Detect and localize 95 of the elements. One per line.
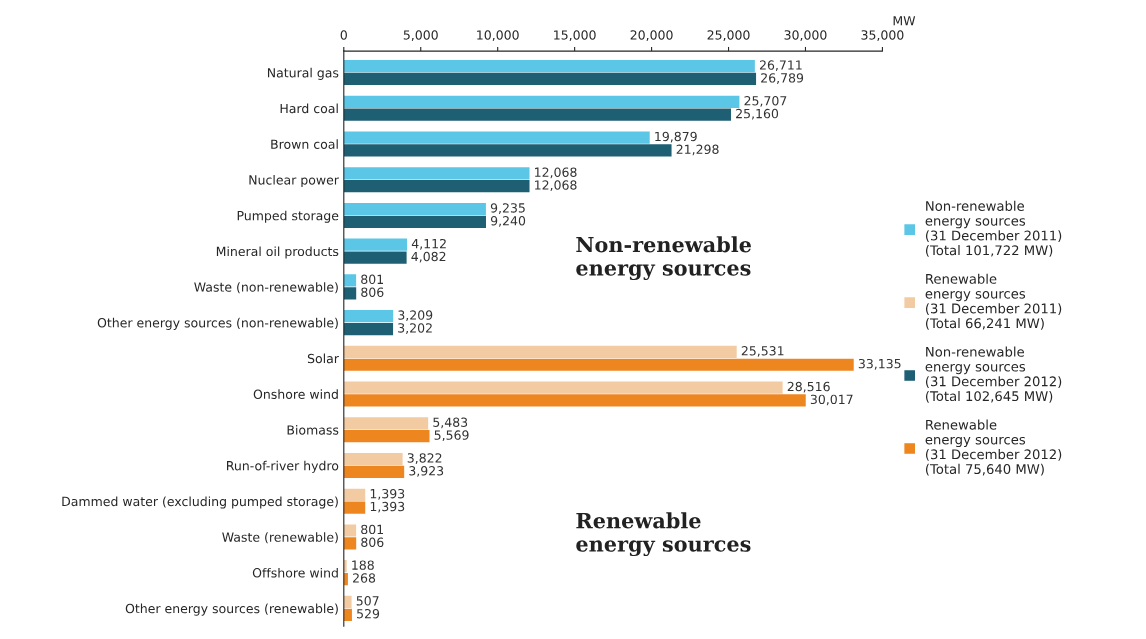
bar (343, 524, 357, 537)
data-label: 801 (361, 524, 383, 535)
data-label: 33,135 (858, 358, 901, 370)
bar (343, 488, 366, 501)
data-label: 5,569 (434, 430, 469, 442)
y-tick-label: Other energy sources (renewable) (125, 603, 338, 616)
y-tick-label: Onshore wind (253, 389, 338, 399)
data-label: 3,202 (398, 323, 432, 334)
data-label: 3,923 (409, 466, 444, 477)
legend-label: Non-renewable energy sources (31 December 2012) (Total 102,645 MW) (925, 346, 1062, 403)
bar (343, 202, 486, 216)
data-label: 3,209 (398, 310, 433, 322)
bar (343, 310, 394, 323)
bar (343, 251, 407, 264)
bar (343, 537, 357, 550)
legend-label: Renewable energy sources (31 December 2011) (Total 66,241 MW) (925, 273, 1062, 330)
y-tick-label: Pumped storage (237, 210, 339, 223)
bar (343, 215, 486, 228)
bar (343, 560, 347, 573)
bar (343, 345, 737, 358)
x-tick-label: 10,000 (477, 30, 519, 41)
data-label: 507 (356, 596, 379, 606)
bar (343, 108, 731, 121)
y-tick-label: Waste (renewable) (222, 532, 338, 544)
data-label: 801 (361, 274, 383, 285)
data-label: 21,298 (676, 144, 719, 156)
data-label: 12,068 (535, 180, 577, 192)
bar (343, 417, 429, 430)
legend-label: Renewable energy sources (31 December 2012) (Total 75,640 MW) (925, 419, 1062, 476)
bar (343, 572, 348, 586)
bar (343, 322, 394, 336)
x-tick-label: 5,000 (403, 30, 438, 41)
bar (343, 358, 854, 371)
data-label: 26,789 (761, 73, 804, 84)
bar (343, 180, 530, 193)
x-tick-label: 20,000 (630, 30, 673, 41)
data-label: 1,393 (370, 501, 405, 513)
data-label: 25,160 (736, 108, 779, 120)
bar (343, 452, 403, 466)
data-label: 26,711 (759, 60, 802, 72)
y-tick-label: Solar (307, 353, 339, 364)
bar (343, 430, 430, 443)
y-tick-label: Run-of-river hydro (227, 460, 339, 473)
data-label: 12,068 (535, 167, 577, 179)
y-tick-label: Brown coal (271, 139, 338, 149)
data-label: 5,483 (433, 417, 468, 429)
bar (343, 287, 357, 300)
data-label: 268 (353, 573, 376, 583)
data-label: 529 (357, 608, 380, 619)
data-label: 188 (352, 560, 374, 570)
bar (343, 274, 357, 287)
y-tick-label: Nuclear power (249, 174, 339, 188)
bar (343, 238, 408, 251)
annotation: Renewable energy sources (576, 512, 751, 557)
y-tick-label: Biomass (287, 425, 339, 435)
x-tick-label: 35,000 (861, 30, 904, 41)
bar (343, 394, 806, 407)
data-label: 30,017 (810, 394, 853, 406)
bar (343, 60, 755, 73)
data-label: 4,082 (411, 251, 446, 263)
bar (343, 72, 757, 86)
data-label: 4,112 (411, 238, 446, 250)
x-tick-label: 30,000 (784, 30, 827, 41)
bar (343, 608, 352, 621)
data-label: 9,235 (490, 203, 525, 214)
bar (343, 501, 366, 514)
data-label: 806 (361, 287, 384, 297)
bar (343, 131, 650, 144)
legend-label: Non-renewable energy sources (31 December 2011) (Total 101,722 MW) (925, 200, 1062, 257)
data-label: 1,393 (370, 488, 405, 500)
x-tick-label: 25,000 (707, 30, 750, 41)
y-tick-label: Hard coal (280, 103, 338, 114)
y-tick-label: Other energy sources (non-renewable) (97, 317, 338, 330)
y-tick-label: Offshore wind (252, 567, 338, 578)
data-label: 19,879 (655, 131, 697, 143)
bar (343, 381, 783, 394)
data-label: 3,822 (407, 453, 442, 464)
y-tick-label: Waste (non-renewable) (194, 282, 338, 294)
bar (343, 144, 672, 157)
bar (343, 465, 405, 479)
y-tick-label: Natural gas (267, 67, 339, 80)
bar (343, 167, 530, 180)
annotation: Non-renewable energy sources (576, 236, 751, 281)
y-tick-label: Mineral oil products (216, 246, 339, 259)
y-tick-label: Dammed water (excluding pumped storage) (62, 496, 338, 509)
data-label: 9,240 (490, 216, 526, 227)
data-label: 806 (361, 537, 384, 547)
data-label: 28,516 (787, 381, 830, 393)
bar (343, 595, 352, 609)
bar (343, 95, 740, 108)
x-tick-label: 15,000 (554, 30, 596, 41)
data-label: 25,531 (741, 346, 784, 357)
x-tick-label: 0 (340, 30, 347, 40)
x-axis-title: MW (893, 16, 916, 26)
data-label: 25,707 (744, 96, 787, 107)
